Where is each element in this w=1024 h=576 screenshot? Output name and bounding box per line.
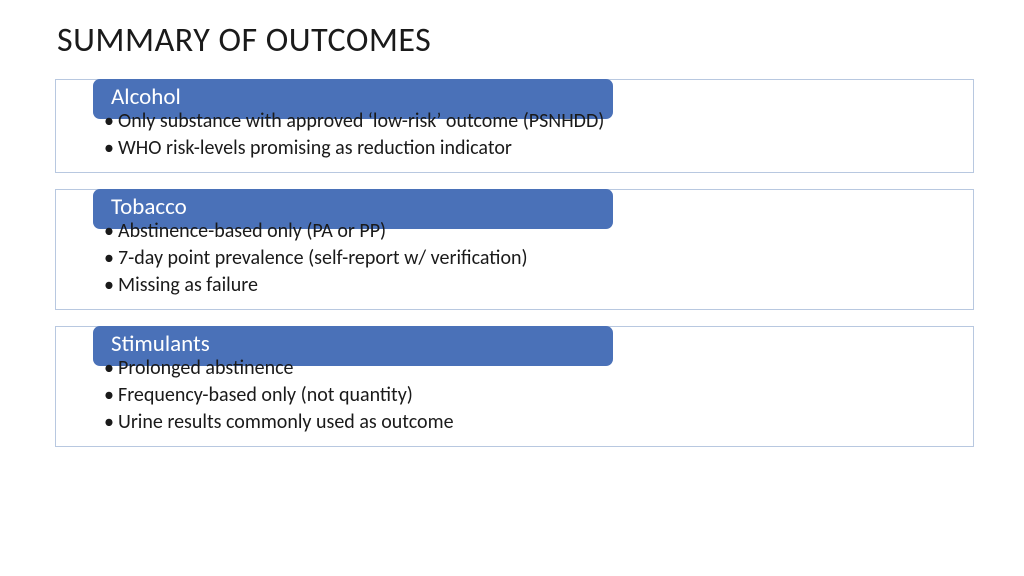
outcome-block: TobaccoAbstinence-based only (PA or PP)7… [55, 189, 974, 310]
bullet-item: Abstinence-based only (PA or PP) [104, 218, 955, 245]
page-title: SUMMARY OF OUTCOMES [57, 20, 974, 61]
bullet-item: Prolonged abstinence [104, 355, 955, 382]
bullet-item: Urine results commonly used as outcome [104, 409, 955, 436]
bullet-item: WHO risk-levels promising as reduction i… [104, 135, 955, 162]
bullet-item: Missing as failure [104, 272, 955, 299]
blocks-container: AlcoholOnly substance with approved ‘low… [55, 79, 974, 447]
bullet-list: Prolonged abstinenceFrequency-based only… [104, 355, 955, 436]
outcome-block: StimulantsProlonged abstinenceFrequency-… [55, 326, 974, 447]
bullet-item: 7-day point prevalence (self-report w/ v… [104, 245, 955, 272]
slide: SUMMARY OF OUTCOMES AlcoholOnly substanc… [0, 0, 1024, 479]
outcome-block: AlcoholOnly substance with approved ‘low… [55, 79, 974, 173]
bullet-list: Abstinence-based only (PA or PP)7-day po… [104, 218, 955, 299]
bullet-item: Frequency-based only (not quantity) [104, 382, 955, 409]
bullet-list: Only substance with approved ‘low-risk’ … [104, 108, 955, 162]
bullet-item: Only substance with approved ‘low-risk’ … [104, 108, 955, 135]
